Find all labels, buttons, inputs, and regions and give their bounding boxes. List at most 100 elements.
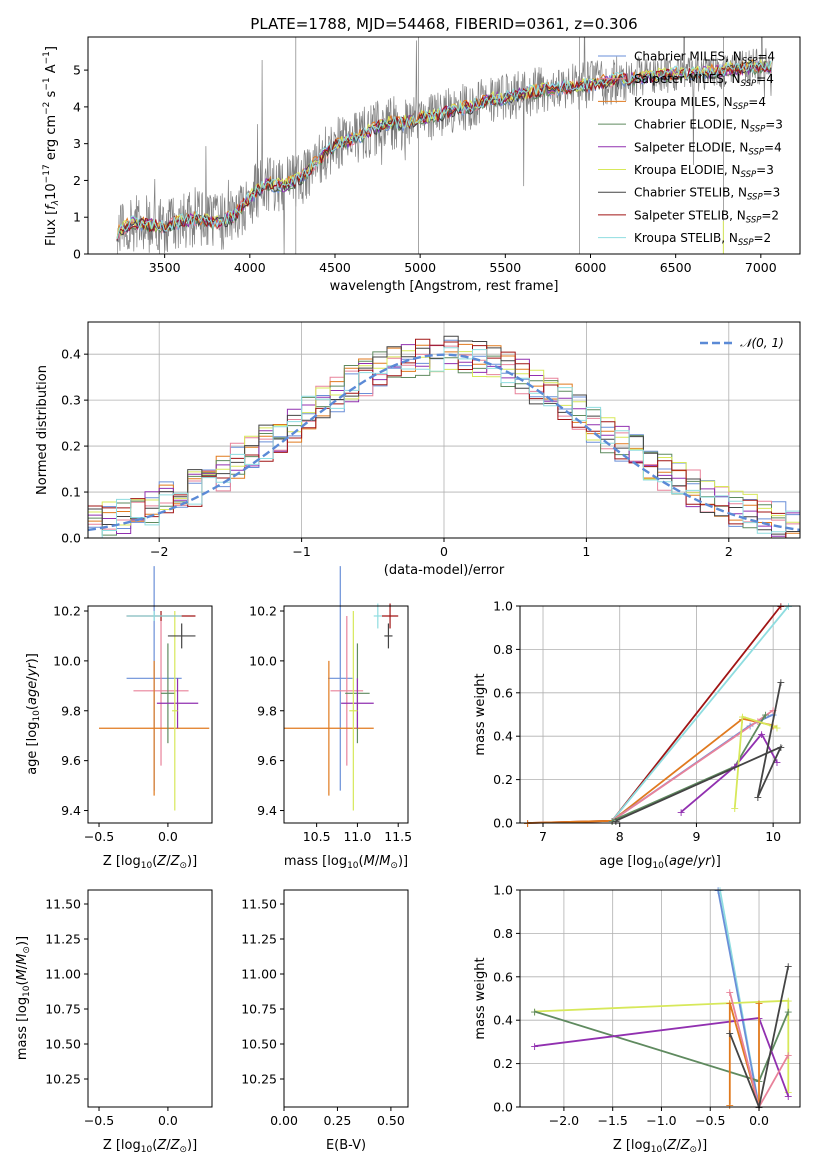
y-tick-label: 9.4 (257, 803, 277, 818)
legend-label: Chabrier STELIB, NSSP=3 (634, 186, 780, 203)
y-tick-label: 5 (73, 63, 81, 78)
axes-mass-vs-Z: −0.5 0.0 10.25 10.50 10.75 11.00 11.25 11.50 (45, 889, 213, 1128)
x-axis-label: mass [log10(M/M⊙)] (284, 854, 408, 871)
y-tick-label: 10.50 (45, 1037, 81, 1052)
plot-area (116, 37, 773, 254)
x-tick-label: 7 (539, 829, 547, 844)
y-tick-label: 0.0 (493, 816, 513, 831)
weight-marker: + (772, 722, 781, 735)
x-tick-label: 3500 (149, 260, 181, 275)
weight-marker: + (725, 997, 734, 1010)
normal-curve (88, 353, 800, 532)
y-tick-label: 11.25 (45, 932, 81, 947)
weights-kroupa-elodie (733, 715, 778, 808)
y-tick-label: 10.75 (45, 1002, 81, 1017)
x-tick-label: −0.5 (695, 1113, 725, 1128)
errorbar-salpeter-miles (133, 615, 189, 766)
weight-marker: + (725, 1027, 734, 1040)
y-tick-label: 11.00 (241, 967, 277, 982)
x-tick-label: −1.0 (646, 1113, 676, 1128)
x-axis-label: (data-model)/error (384, 563, 505, 578)
weight-marker: + (738, 711, 747, 724)
y-tick-label: 10.75 (241, 1002, 277, 1017)
y-tick-label: 4 (73, 99, 81, 114)
legend-label: Chabrier ELODIE, NSSP=3 (634, 118, 783, 135)
y-tick-label: 0.4 (61, 347, 81, 362)
weight-marker: + (784, 995, 793, 1008)
y-tick-label: 3 (73, 136, 81, 151)
weights-kroupa-stelib (611, 605, 790, 822)
y-tick-label: 0.6 (493, 969, 513, 984)
legend-label: 𝒩(0, 1) (740, 336, 784, 350)
histogram-kroupa-stelib (88, 347, 800, 538)
x-tick-label: 2 (725, 544, 733, 559)
weight-marker: + (776, 741, 785, 754)
y-tick-label: 11.00 (45, 967, 81, 982)
weight-marker: + (753, 791, 762, 804)
y-tick-label: 10.2 (249, 603, 277, 618)
errorbar-salpeter-stelib (381, 603, 399, 629)
y-tick-label: 0.4 (493, 729, 513, 744)
y-tick-label: 0.8 (493, 926, 513, 941)
weight-marker: + (761, 709, 770, 722)
y-tick-label: 11.50 (45, 897, 81, 912)
weights-chabrier-stelib (615, 681, 783, 822)
weight-marker: + (725, 1099, 734, 1112)
weight-marker: + (725, 986, 734, 999)
x-axis-label: wavelength [Angstrom, rest frame] (330, 279, 559, 294)
weight-marker: + (769, 709, 778, 722)
x-tick-label: 0.50 (377, 1113, 405, 1128)
y-tick-label: 1 (73, 210, 81, 225)
axes-frame (87, 889, 213, 1108)
y-tick-label: 10.0 (249, 653, 277, 668)
weight-marker: + (757, 728, 766, 741)
weight-marker: + (784, 1086, 793, 1099)
x-tick-label: 11.5 (384, 829, 412, 844)
errorbar-salpeter-miles (330, 615, 364, 766)
axes-frame (283, 889, 409, 1108)
axes-frame (519, 605, 801, 824)
errorbar-kroupa-elodie (349, 610, 358, 811)
y-tick-label: 0.0 (61, 531, 81, 546)
weight-marker: + (784, 1006, 793, 1019)
axes-spectrum: 3500 4000 4500 5000 5500 6000 6500 7000 0 1 2 3 4 5 wa… (42, 36, 801, 294)
y-axis-label: mass weight (473, 673, 488, 755)
weight-marker: + (754, 997, 763, 1010)
y-tick-label: 9.6 (61, 753, 81, 768)
x-tick-label: 5000 (404, 260, 436, 275)
x-tick-label: 11.0 (343, 829, 371, 844)
weight-marker: + (607, 815, 616, 828)
histogram-salpeter-stelib (88, 338, 800, 538)
x-tick-label: −0.5 (84, 1113, 114, 1128)
weight-marker: + (607, 815, 616, 828)
errorbar-salpeter-elodie (156, 678, 199, 729)
axes-frame (87, 36, 801, 255)
y-tick-label: 2 (73, 173, 81, 188)
axes-mass-weight-vs-age: + +++++ +++++++++++++++++++++++7 8 9 10 0.0 0.2… (473, 599, 801, 844)
weight-marker: + (676, 806, 685, 819)
y-axis-label: mass [log10(M/M⊙)] (15, 936, 32, 1060)
x-tick-label: 0.25 (324, 1113, 352, 1128)
errorbar-kroupa-stelib (126, 610, 182, 621)
axes-age-vs-mass: 10.5 11.0 11.5 9.4 9.6 9.8 10.0 10.2 (249, 566, 412, 844)
x-tick-label: 0.0 (749, 1113, 769, 1128)
plot-area (99, 566, 210, 811)
errorbar-kroupa-elodie (172, 610, 178, 811)
x-tick-label: 8 (616, 829, 624, 844)
x-tick-label: −1.5 (598, 1113, 628, 1128)
y-axis-label: age [log10(age/yr)] (25, 653, 42, 775)
y-tick-label: 10.0 (53, 653, 81, 668)
y-tick-label: 9.8 (257, 703, 277, 718)
x-tick-label: −2.0 (549, 1113, 579, 1128)
x-tick-label: 0.00 (270, 1113, 298, 1128)
axes-mass-weight-vs-Z: +++++++++++++++++++++++−2.0 −1.5 −1.0 −0.5 0… (473, 883, 801, 1128)
weight-marker: + (611, 815, 620, 828)
x-axis-label: Z [log10(Z/Z⊙)] (103, 1138, 197, 1155)
weight-marker: + (772, 756, 781, 769)
errorbar-chabrier-miles (328, 566, 353, 791)
weight-marker: + (784, 960, 793, 973)
x-tick-label: 10.5 (303, 829, 331, 844)
weights-chabrier-miles (717, 889, 760, 1108)
legend-label: Kroupa STELIB, NSSP=2 (634, 231, 771, 248)
